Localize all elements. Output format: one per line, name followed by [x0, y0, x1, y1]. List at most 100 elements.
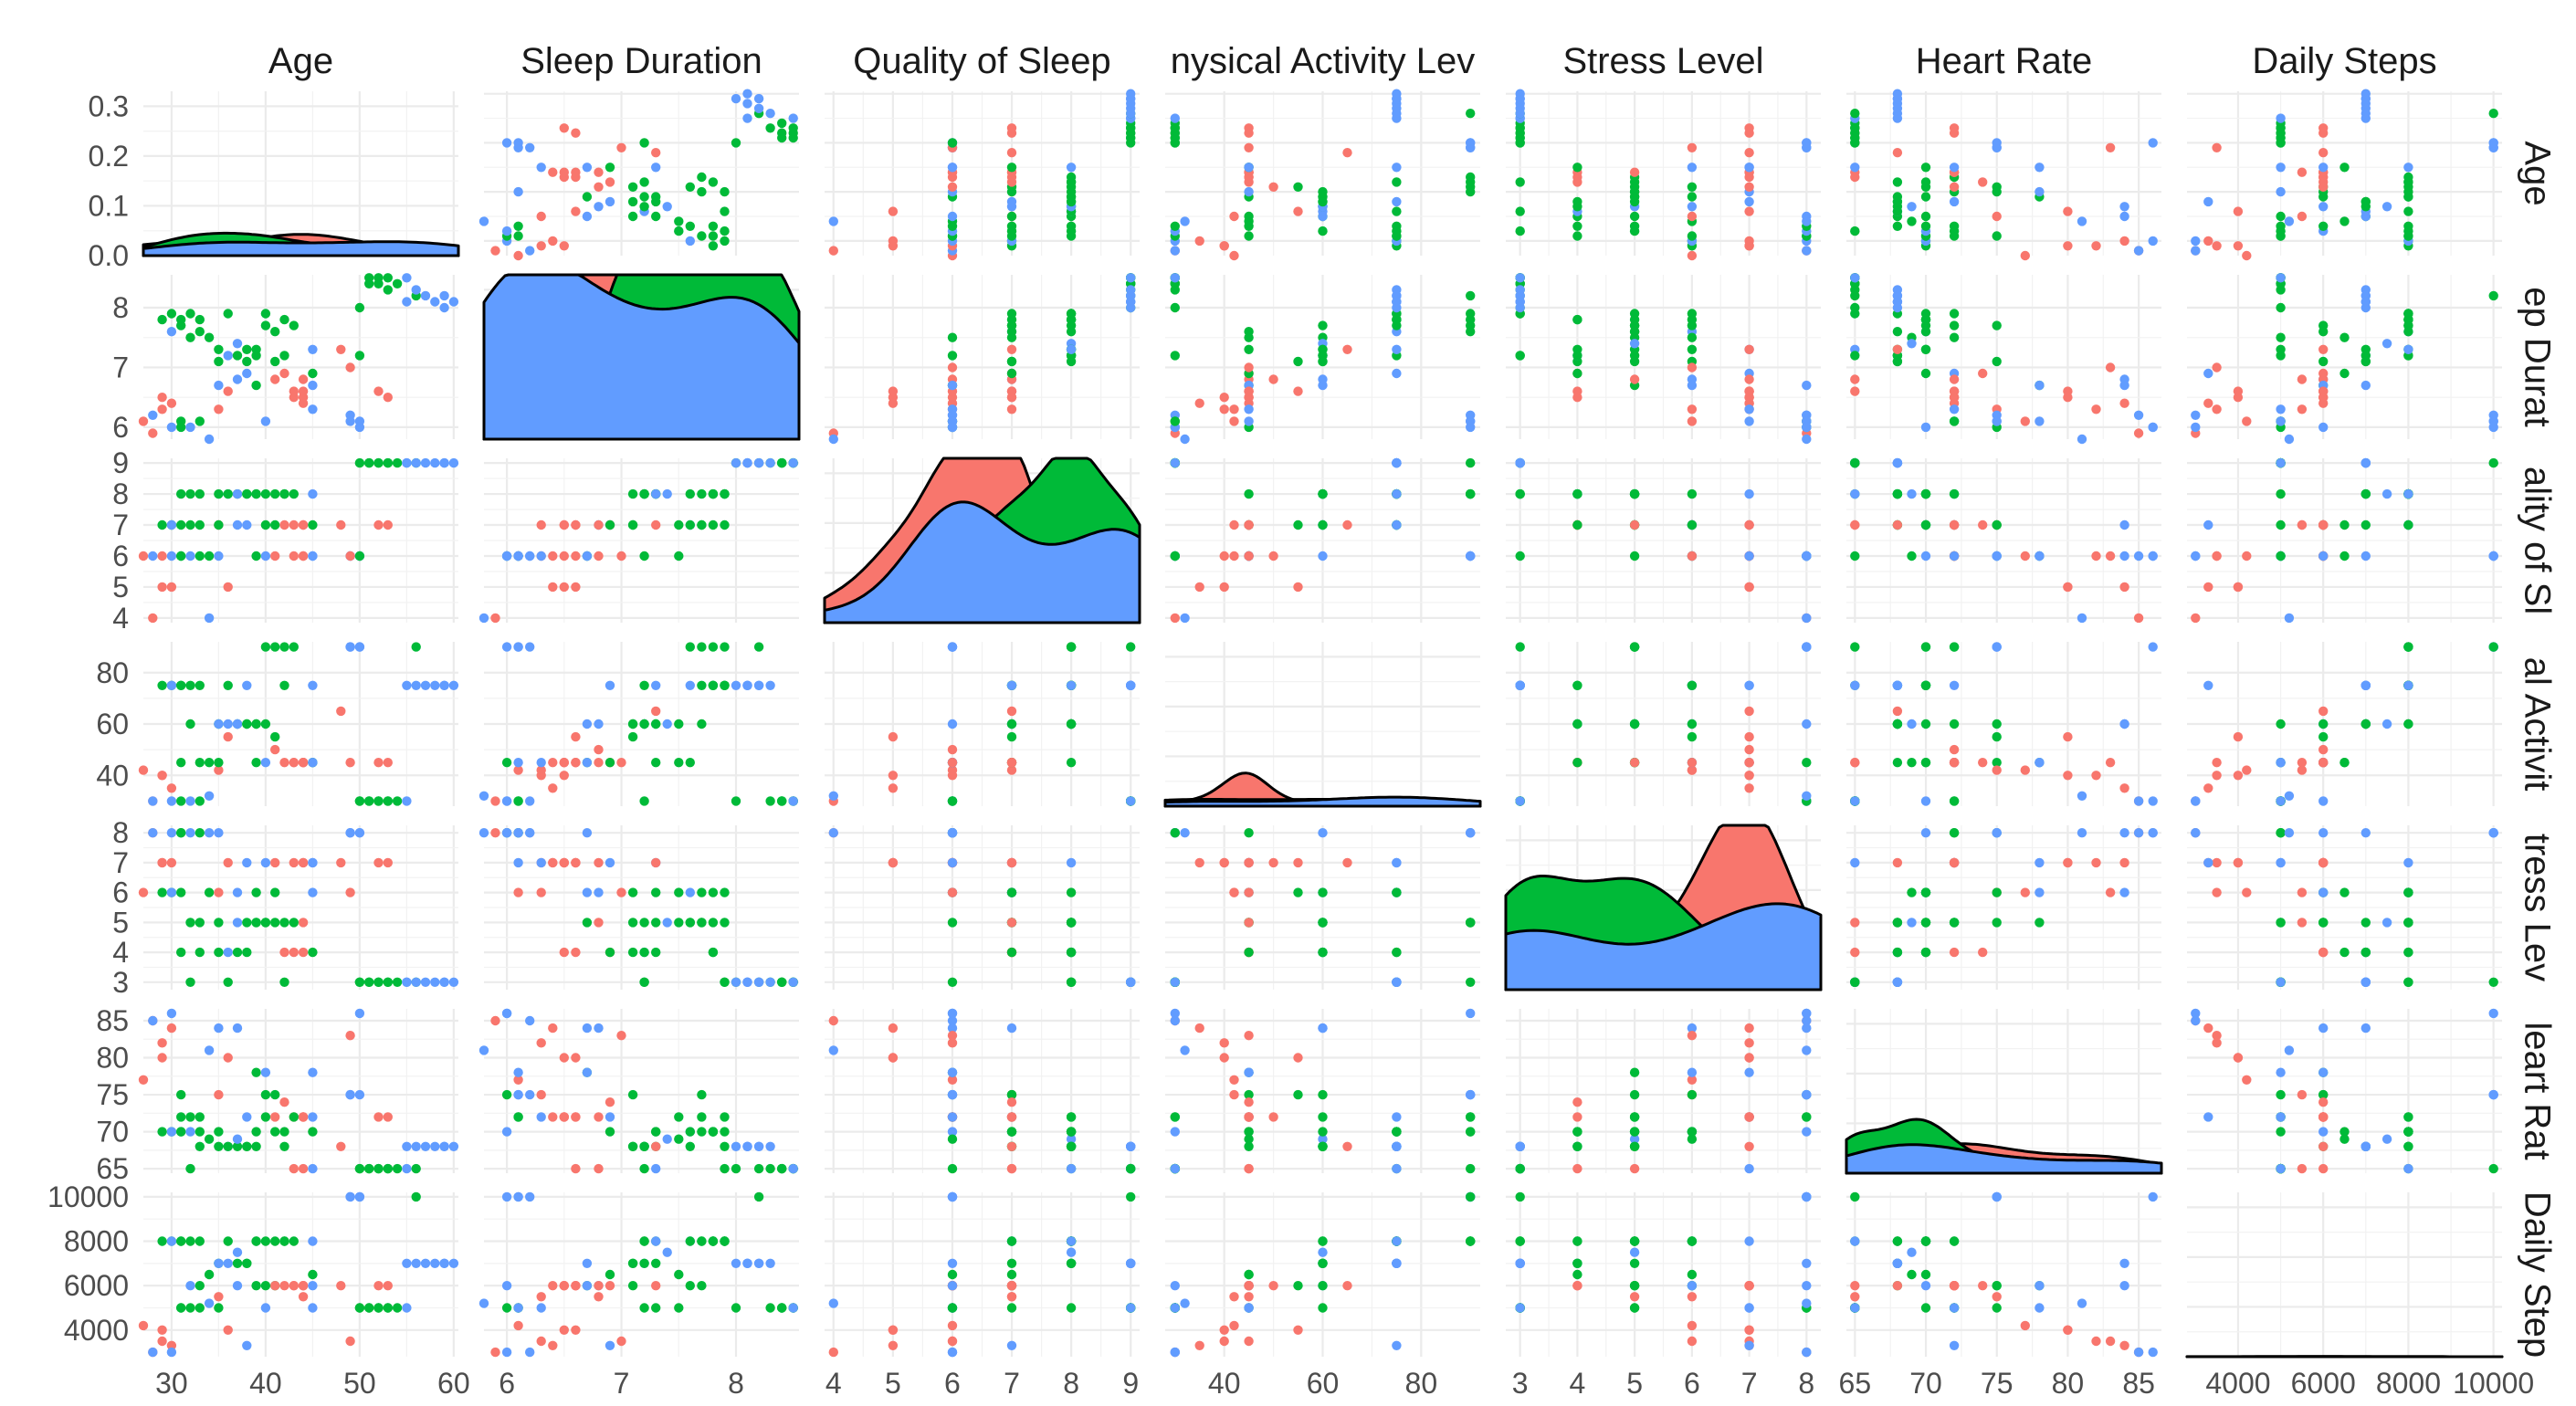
data-point: [1850, 977, 1860, 988]
data-point: [1687, 231, 1698, 241]
panel-6-4: [1506, 1191, 1821, 1358]
data-point: [1006, 196, 1017, 207]
data-point: [720, 1112, 730, 1122]
data-point: [2339, 551, 2350, 561]
data-point: [1949, 1236, 1960, 1246]
data-point: [2212, 758, 2222, 768]
data-point: [1515, 1303, 1525, 1313]
data-point: [157, 1236, 167, 1246]
data-point: [1392, 857, 1402, 868]
data-point: [1293, 887, 1303, 897]
data-point: [1293, 1281, 1303, 1291]
data-point: [439, 290, 449, 301]
data-point: [1006, 221, 1017, 231]
data-point: [731, 796, 741, 806]
data-point: [251, 1141, 261, 1152]
data-point: [1892, 719, 1903, 729]
data-point: [828, 828, 838, 838]
data-point: [536, 551, 546, 561]
data-point: [1687, 211, 1698, 222]
data-point: [559, 947, 569, 958]
data-point: [639, 719, 649, 729]
data-point: [1744, 344, 1754, 354]
y-tick-label: 4000: [64, 1314, 129, 1347]
data-point: [1572, 488, 1582, 499]
data-point: [1949, 488, 1960, 499]
data-point: [2035, 380, 2045, 391]
data-point: [616, 551, 626, 561]
data-point: [2203, 680, 2213, 690]
data-point: [1907, 758, 1917, 768]
data-point: [2403, 320, 2413, 331]
data-point: [2403, 1112, 2413, 1122]
data-point: [559, 1325, 569, 1336]
data-point: [1293, 182, 1303, 192]
data-point: [1572, 1281, 1582, 1291]
data-point: [439, 457, 449, 468]
data-point: [138, 1320, 149, 1331]
data-point: [571, 167, 581, 177]
data-point: [627, 947, 638, 958]
data-point: [166, 1008, 177, 1019]
data-point: [2119, 582, 2129, 593]
data-point: [1687, 1031, 1698, 1041]
data-point: [1170, 457, 1181, 468]
data-point: [232, 887, 243, 897]
data-point: [157, 314, 167, 325]
data-point: [214, 519, 224, 530]
data-point: [685, 488, 695, 499]
data-point: [223, 1141, 233, 1152]
panel-4-3: [1165, 825, 1480, 990]
data-point: [354, 551, 365, 561]
data-point: [1466, 1163, 1476, 1174]
data-point: [1066, 1141, 1077, 1152]
column-strip-label: Age: [268, 41, 333, 81]
data-point: [1907, 216, 1917, 226]
data-point: [373, 1281, 384, 1291]
data-point: [242, 488, 252, 499]
data-point: [298, 519, 309, 530]
data-point: [559, 241, 569, 251]
row-strip-label: al Activit: [2517, 657, 2557, 792]
data-point: [559, 582, 569, 593]
data-point: [2119, 1340, 2129, 1351]
data-point: [2403, 488, 2413, 499]
data-point: [1170, 828, 1181, 838]
data-point: [1006, 356, 1017, 367]
data-point: [157, 887, 167, 897]
data-point: [232, 339, 243, 349]
data-point: [559, 123, 569, 133]
data-point: [1892, 1281, 1903, 1291]
data-point: [639, 488, 649, 499]
data-point: [2318, 163, 2329, 173]
x-tick-label: 5: [885, 1367, 901, 1400]
data-point: [1850, 1281, 1860, 1291]
data-point: [1170, 1303, 1181, 1313]
data-point: [2360, 551, 2371, 561]
data-point: [439, 680, 449, 690]
data-point: [1066, 344, 1077, 354]
data-point: [2035, 551, 2045, 561]
data-point: [708, 241, 719, 251]
panel-5-2: [825, 1008, 1140, 1174]
data-point: [383, 285, 393, 295]
data-point: [536, 163, 546, 173]
data-point: [420, 457, 431, 468]
data-point: [947, 1023, 958, 1034]
data-point: [2360, 89, 2371, 99]
data-point: [176, 1236, 186, 1246]
data-point: [214, 918, 224, 928]
data-point: [1392, 887, 1402, 897]
data-point: [2318, 422, 2329, 433]
data-point: [232, 1141, 243, 1152]
data-point: [2105, 551, 2116, 561]
data-point: [1802, 1347, 1812, 1358]
data-point: [605, 1340, 615, 1351]
data-point: [1949, 332, 1960, 342]
data-point: [232, 1258, 243, 1269]
data-point: [708, 947, 719, 958]
data-point: [1466, 1112, 1476, 1122]
data-point: [2203, 368, 2213, 379]
data-point: [651, 1163, 661, 1174]
data-point: [2148, 1191, 2158, 1202]
